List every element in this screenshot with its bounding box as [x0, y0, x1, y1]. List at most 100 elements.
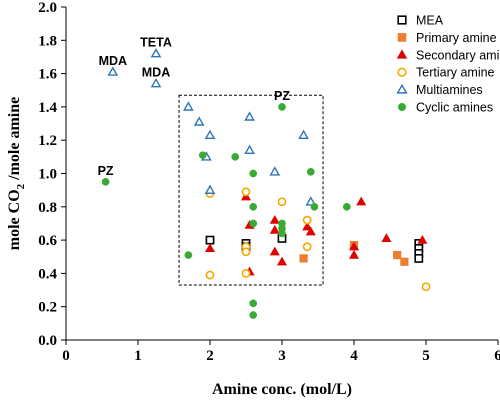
data-point: [305, 226, 316, 236]
series-4: [107, 48, 317, 206]
annotations: MDA TETA MDA PZ PZ: [98, 36, 291, 178]
axes: 0 1 2 3 4 5 6 0.0 0.2 0.4 0.6 0.8 1.0 1.2 1.4 1.6 1.8 2.0…: [6, 0, 500, 398]
data-points: [101, 48, 431, 319]
legend-marker: [396, 49, 408, 59]
data-point: [302, 221, 313, 231]
y-tick-label: 1.0: [38, 167, 57, 183]
data-point: [244, 111, 255, 121]
legend-marker: [397, 102, 407, 112]
data-point: [356, 196, 367, 206]
data-point: [342, 202, 351, 211]
annotation-label: PZ: [98, 164, 114, 178]
data-point: [205, 235, 215, 245]
data-point: [249, 202, 258, 211]
x-tick-label: 0: [62, 348, 70, 364]
annotation-label: MDA: [99, 54, 127, 68]
data-point: [204, 243, 216, 253]
data-point: [198, 151, 207, 160]
data-point: [276, 256, 288, 266]
x-tick-label: 4: [350, 348, 358, 364]
data-point: [269, 166, 281, 176]
data-point: [393, 250, 402, 260]
y-tick-label: 1.6: [38, 67, 57, 83]
data-point: [305, 196, 317, 206]
annotation-label: MDA: [142, 66, 170, 80]
y-tick-label: 1.4: [38, 100, 57, 116]
data-point: [241, 187, 251, 197]
data-point: [231, 153, 240, 161]
data-point: [241, 247, 251, 257]
data-point: [249, 299, 258, 308]
legend-label: MEA: [416, 14, 444, 28]
data-point: [269, 224, 280, 234]
data-point: [381, 233, 392, 243]
y-tick-label: 0.8: [38, 200, 57, 216]
y-tick-label: 1.2: [38, 133, 57, 149]
data-point: [414, 254, 424, 263]
data-point: [249, 311, 258, 319]
series-0: [205, 234, 424, 263]
data-point: [150, 78, 162, 88]
legend-label: Multiamines: [416, 83, 483, 97]
legend-label: Secondary amine: [416, 48, 500, 62]
x-tick-label: 6: [494, 348, 500, 364]
x-tick-label: 1: [134, 348, 142, 364]
legend-marker: [397, 15, 407, 25]
data-point: [269, 246, 280, 256]
data-point: [421, 282, 431, 292]
data-point: [298, 129, 309, 140]
annotation-label: PZ: [274, 89, 290, 103]
data-point: [204, 129, 216, 140]
data-point: [299, 254, 308, 263]
data-point: [417, 234, 428, 244]
data-point: [240, 191, 252, 201]
legend-marker: [397, 67, 407, 77]
legend-label: Cyclic amines: [416, 101, 493, 115]
data-point: [302, 242, 312, 252]
data-point: [310, 202, 319, 211]
data-point: [278, 103, 286, 111]
data-point: [277, 197, 287, 207]
series-5: [101, 103, 351, 319]
y-tick-label: 0.4: [38, 266, 57, 282]
data-point: [101, 177, 110, 186]
data-point: [400, 257, 409, 266]
data-point: [183, 101, 194, 111]
x-tick-label: 2: [206, 348, 214, 364]
legend: MEA Primary amine Secondary amine Tertiary …: [396, 14, 500, 115]
data-point: [306, 167, 315, 176]
data-point: [204, 184, 216, 194]
legend-marker: [397, 33, 407, 42]
data-point: [107, 66, 119, 76]
data-point: [244, 144, 255, 154]
dashed-region-rect: [178, 94, 324, 286]
data-point: [302, 215, 312, 225]
y-tick-label: 1.8: [38, 33, 57, 49]
data-point: [205, 270, 215, 280]
data-point: [249, 169, 258, 178]
y-tick-label: 0.6: [38, 233, 57, 249]
data-point: [249, 219, 258, 228]
x-axis-title: Amine conc. (mol/L): [212, 381, 352, 398]
y-tick-label: 2.0: [38, 0, 57, 16]
y-axis-title: mole CO2 /mole amine: [6, 97, 27, 250]
legend-label: Primary amine: [416, 31, 497, 45]
pz-region-box: [178, 94, 324, 286]
legend-marker: [396, 83, 408, 94]
x-tick-label: 3: [278, 348, 286, 364]
data-point: [193, 116, 205, 126]
annotation-label: TETA: [140, 36, 172, 50]
data-point: [278, 229, 286, 238]
data-point: [348, 249, 360, 259]
data-point: [184, 251, 193, 259]
y-tick-label: 0.0: [38, 333, 57, 349]
y-tick-label: 0.2: [38, 300, 57, 316]
data-point: [348, 241, 360, 251]
legend-label: Tertiary amine: [416, 66, 495, 80]
data-point: [269, 214, 280, 224]
series-3: [205, 187, 431, 292]
x-tick-label: 5: [422, 348, 430, 364]
data-point: [150, 48, 162, 58]
data-point: [241, 268, 251, 278]
